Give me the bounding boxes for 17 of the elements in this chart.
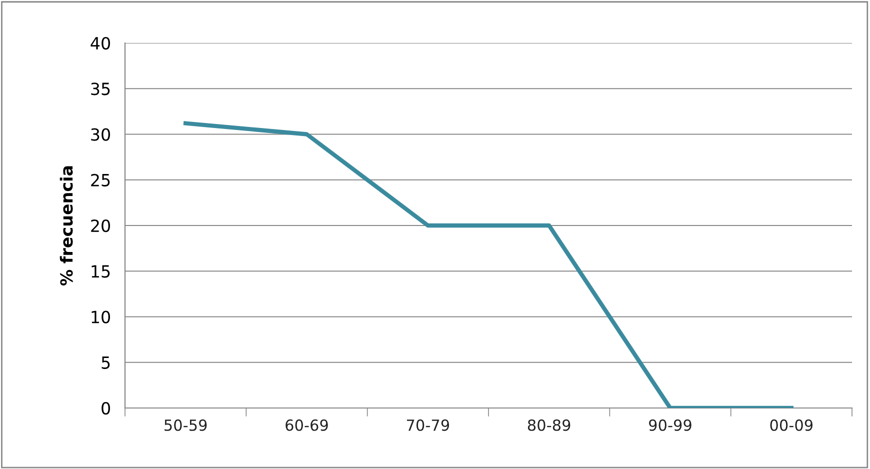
x-tick-label: 90-99 xyxy=(649,419,692,431)
x-tick-label: 00-09 xyxy=(770,419,813,431)
y-tick-label: 15 xyxy=(92,265,110,278)
y-tick-label: 5 xyxy=(102,356,110,369)
x-tick-label: 60-69 xyxy=(286,419,328,431)
y-tick-label: 40 xyxy=(90,36,110,50)
y-axis-title: % frecuencia xyxy=(60,166,73,286)
y-tick-label: 10 xyxy=(92,310,110,324)
y-tick-label: 20 xyxy=(91,219,110,232)
y-tick-label: 0 xyxy=(102,402,110,415)
x-tick-label: 70-79 xyxy=(406,419,450,431)
y-tick-label: 25 xyxy=(91,174,110,186)
y-tick-label: 30 xyxy=(91,128,110,141)
x-tick-label: 50-59 xyxy=(164,419,207,431)
x-tick-label: 80-89 xyxy=(528,419,570,431)
line-series xyxy=(184,121,794,408)
y-tick-label: 35 xyxy=(91,82,110,96)
